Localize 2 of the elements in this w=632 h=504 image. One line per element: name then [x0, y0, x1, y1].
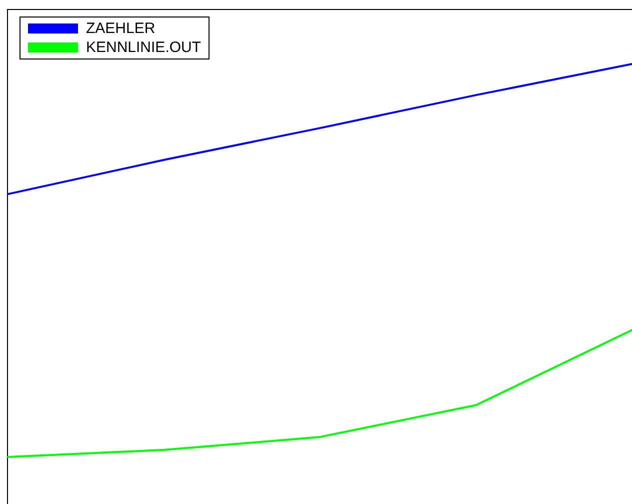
legend-label: KENNLINIE.OUT [86, 39, 202, 56]
legend-label: ZAEHLER [86, 20, 156, 37]
